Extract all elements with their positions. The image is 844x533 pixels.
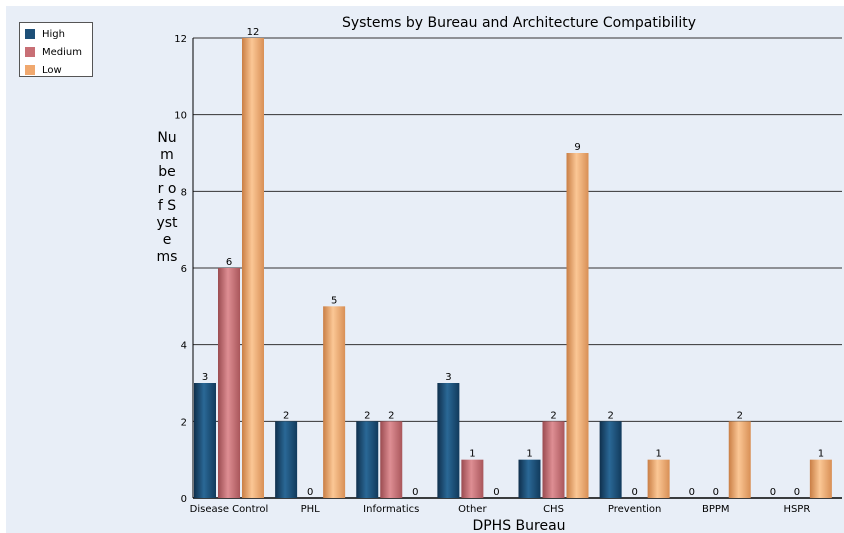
x-tick-label: PHL bbox=[301, 504, 321, 515]
data-label: 0 bbox=[412, 487, 418, 498]
data-label: 2 bbox=[388, 410, 394, 421]
y-tick-label: 0 bbox=[181, 494, 187, 505]
data-label: 0 bbox=[794, 487, 800, 498]
bar-low bbox=[728, 421, 751, 498]
y-tick-label: 10 bbox=[174, 111, 187, 122]
data-label: 0 bbox=[493, 487, 499, 498]
bar-high bbox=[599, 421, 622, 498]
data-label: 2 bbox=[737, 410, 743, 421]
data-label: 2 bbox=[283, 410, 289, 421]
data-label: 6 bbox=[226, 257, 232, 268]
legend-label-high: High bbox=[42, 28, 65, 40]
data-label: 3 bbox=[202, 372, 208, 383]
bar-medium bbox=[218, 268, 240, 498]
bar-high bbox=[275, 421, 298, 498]
data-label: 1 bbox=[526, 449, 532, 460]
bar-medium bbox=[380, 421, 403, 498]
x-tick-label: CHS bbox=[543, 504, 564, 515]
chart-title: Systems by Bureau and Architecture Compa… bbox=[342, 15, 696, 31]
bar-medium bbox=[542, 421, 565, 498]
data-label: 2 bbox=[550, 410, 556, 421]
x-tick-label: Prevention bbox=[608, 504, 661, 515]
bar-low bbox=[566, 153, 589, 498]
bar-low bbox=[809, 459, 832, 498]
y-axis-label: Number of Systems bbox=[156, 130, 178, 265]
y-tick-label: 12 bbox=[174, 34, 187, 45]
x-tick-label: BPPM bbox=[702, 504, 730, 515]
legend-item-medium: Medium bbox=[25, 43, 92, 61]
bar-high bbox=[194, 383, 216, 498]
legend-swatch-high bbox=[25, 29, 35, 39]
bar-low bbox=[242, 38, 264, 498]
data-label: 1 bbox=[818, 449, 824, 460]
data-label: 0 bbox=[770, 487, 776, 498]
x-tick-label: Disease Control bbox=[190, 504, 269, 515]
legend-item-low: Low bbox=[25, 61, 92, 79]
legend-label-medium: Medium bbox=[42, 46, 82, 58]
chart-panel: Systems by Bureau and Architecture Compa… bbox=[6, 6, 844, 533]
bar-high bbox=[518, 459, 541, 498]
legend-swatch-low bbox=[25, 65, 35, 75]
data-label: 0 bbox=[713, 487, 719, 498]
x-axis-label: DPHS Bureau bbox=[472, 518, 565, 533]
data-label: 2 bbox=[607, 410, 613, 421]
legend-label-low: Low bbox=[42, 64, 62, 76]
data-label: 3 bbox=[445, 372, 451, 383]
data-label: 2 bbox=[364, 410, 370, 421]
bar-low bbox=[323, 306, 346, 498]
y-tick-label: 2 bbox=[181, 417, 187, 428]
legend: High Medium Low bbox=[19, 22, 93, 77]
bar-high bbox=[356, 421, 379, 498]
y-tick-label: 8 bbox=[181, 187, 187, 198]
y-tick-label: 4 bbox=[181, 341, 187, 352]
data-label: 1 bbox=[469, 449, 475, 460]
bar-high bbox=[437, 383, 460, 498]
bar-medium bbox=[461, 459, 484, 498]
data-label: 1 bbox=[655, 449, 661, 460]
bar-chart: Systems by Bureau and Architecture Compa… bbox=[174, 15, 842, 533]
data-label: 12 bbox=[247, 27, 260, 38]
data-label: 0 bbox=[689, 487, 695, 498]
legend-item-high: High bbox=[25, 25, 92, 43]
data-label: 5 bbox=[331, 295, 337, 306]
x-tick-label: Other bbox=[458, 504, 487, 515]
data-label: 9 bbox=[574, 142, 580, 153]
data-label: 0 bbox=[307, 487, 313, 498]
legend-swatch-medium bbox=[25, 47, 35, 57]
data-label: 0 bbox=[631, 487, 637, 498]
bar-low bbox=[647, 459, 670, 498]
x-tick-label: Informatics bbox=[363, 504, 419, 515]
y-tick-label: 6 bbox=[181, 264, 187, 275]
x-tick-label: HSPR bbox=[783, 504, 810, 515]
